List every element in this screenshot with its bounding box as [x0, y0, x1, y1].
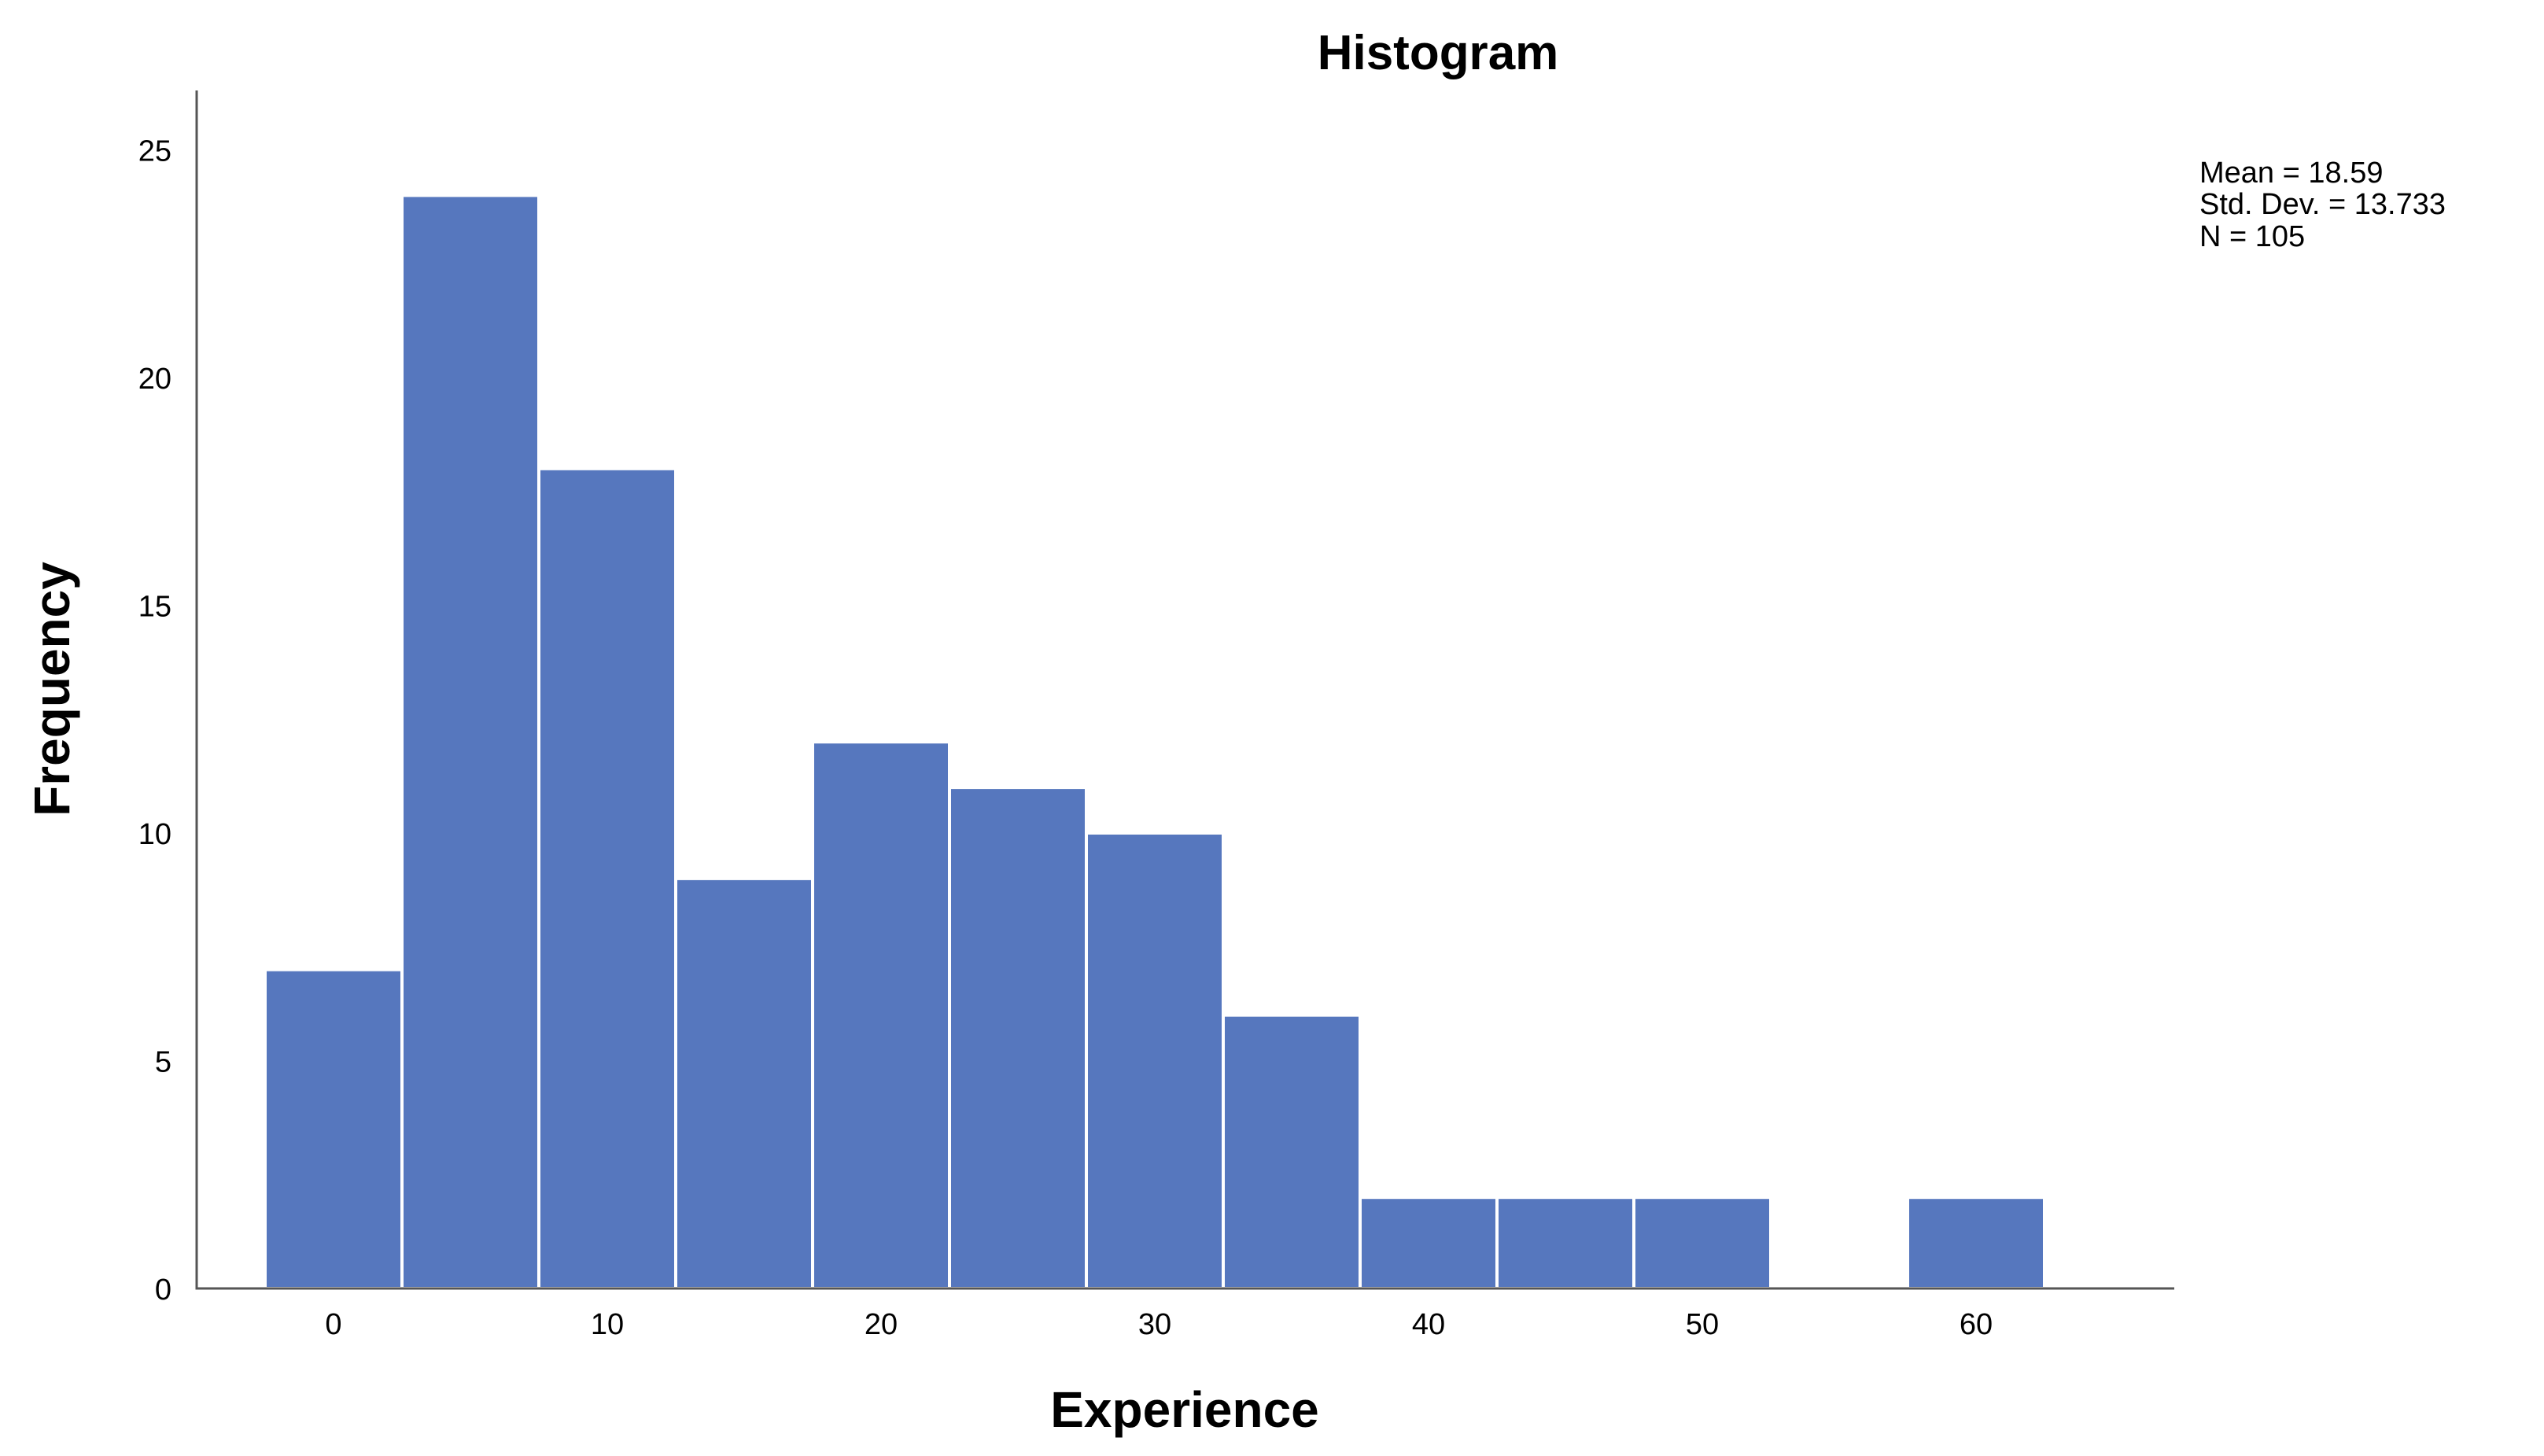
- histogram-bar: [264, 968, 404, 1290]
- y-tick-label: 10: [138, 818, 171, 851]
- bars-group: [264, 194, 2046, 1290]
- histogram-bar: [1222, 1013, 1362, 1290]
- histogram-bar: [811, 740, 951, 1290]
- y-tick-label: 20: [138, 363, 171, 396]
- y-tick-label: 5: [155, 1046, 171, 1079]
- x-tick-label: 60: [1960, 1308, 1993, 1341]
- histogram-bar: [537, 466, 677, 1290]
- histogram-bar: [1495, 1196, 1635, 1290]
- stats-std-dev: Std. Dev. = 13.733: [2199, 188, 2446, 221]
- x-tick-label: 20: [865, 1308, 898, 1341]
- histogram-bar: [1085, 831, 1225, 1290]
- x-tick-label: 0: [325, 1308, 341, 1341]
- chart-title: Histogram: [1318, 26, 1559, 80]
- x-tick-label: 40: [1412, 1308, 1445, 1341]
- y-tick-label: 25: [138, 135, 171, 168]
- stats-mean: Mean = 18.59: [2199, 157, 2383, 190]
- histogram-bar: [400, 194, 540, 1290]
- x-tick-labels: 0 10 20 30 40 50 60: [325, 1308, 1993, 1341]
- y-tick-label: 15: [138, 591, 171, 624]
- histogram-bar: [674, 876, 814, 1290]
- x-tick-label: 10: [591, 1308, 624, 1341]
- histogram-bar: [1632, 1196, 1772, 1290]
- x-axis-title: Experience: [1050, 1381, 1319, 1438]
- x-tick-label: 30: [1138, 1308, 1171, 1341]
- histogram-bar: [948, 786, 1088, 1290]
- axis-lines: [195, 90, 2174, 1290]
- y-tick-labels: 0 5 10 15 20 25: [138, 135, 171, 1307]
- x-tick-label: 50: [1686, 1308, 1719, 1341]
- y-tick-label: 0: [155, 1274, 171, 1307]
- histogram-bar: [1359, 1196, 1499, 1290]
- stats-n: N = 105: [2199, 220, 2305, 253]
- stats-box: Mean = 18.59 Std. Dev. = 13.733 N = 105: [2199, 157, 2446, 253]
- y-axis-title: Frequency: [24, 562, 80, 816]
- histogram-bar: [1906, 1196, 2046, 1290]
